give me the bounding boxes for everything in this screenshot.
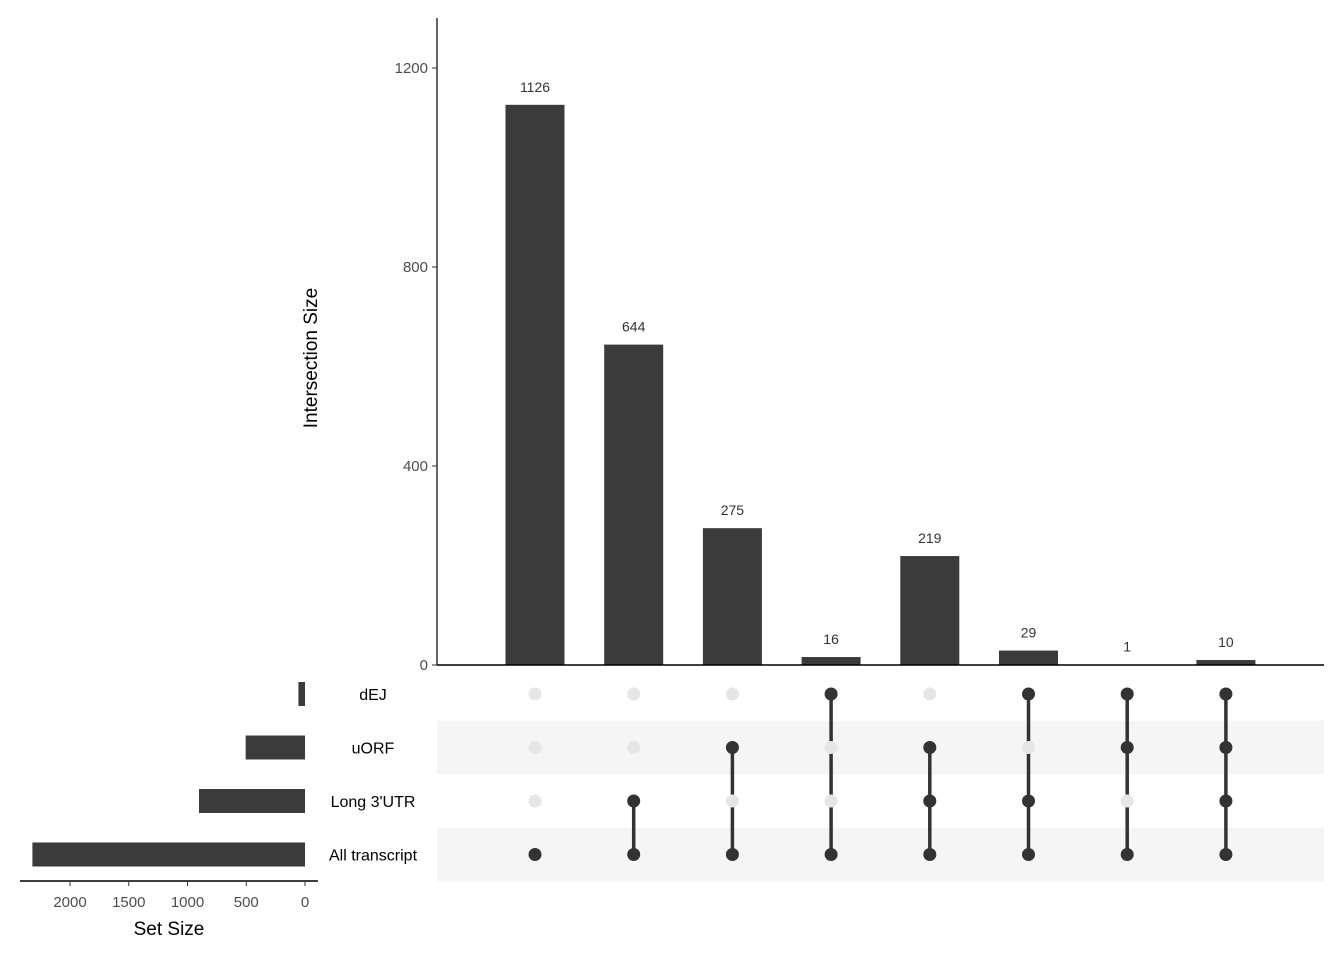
set-name-label: Long 3'UTR xyxy=(331,794,416,811)
membership-dot-active xyxy=(1121,688,1134,701)
bar-value-label: 644 xyxy=(622,319,646,335)
membership-dot-inactive xyxy=(529,741,542,754)
bar-value-label: 219 xyxy=(918,530,942,546)
set-axis-tick-label: 2000 xyxy=(53,894,86,911)
membership-dot-active xyxy=(627,795,640,808)
membership-dot-active xyxy=(1121,848,1134,861)
membership-dot-inactive xyxy=(726,795,739,808)
membership-dot-inactive xyxy=(1121,795,1134,808)
membership-dot-active xyxy=(1219,795,1232,808)
membership-dot-active xyxy=(1219,848,1232,861)
y-tick-label: 400 xyxy=(403,458,428,475)
membership-dot-active xyxy=(1022,848,1035,861)
intersection-bar xyxy=(703,528,762,665)
membership-dot-inactive xyxy=(627,688,640,701)
set-axis-label: Set Size xyxy=(134,919,205,940)
membership-dot-inactive xyxy=(1022,741,1035,754)
membership-dot-active xyxy=(1219,741,1232,754)
membership-dot-inactive xyxy=(825,741,838,754)
bar-value-label: 1 xyxy=(1123,639,1131,655)
intersection-bar xyxy=(999,651,1058,665)
set-axis-tick-label: 1000 xyxy=(171,894,204,911)
membership-dot-inactive xyxy=(627,741,640,754)
bar-value-label: 29 xyxy=(1021,625,1037,641)
membership-dot-active xyxy=(923,795,936,808)
set-name-label: uORF xyxy=(352,741,395,758)
bar-value-label: 1126 xyxy=(520,79,550,95)
membership-dot-inactive xyxy=(529,688,542,701)
matrix-stripe xyxy=(437,721,1324,775)
set-size-bars: dEJ uORF Long 3'UTR All transcript 2000 1500 1… xyxy=(20,682,418,911)
matrix-stripes xyxy=(437,721,1324,882)
intersection-bars: 1126 644 275 16 219 29 1 10 xyxy=(506,79,1256,665)
bar-value-label: 10 xyxy=(1218,634,1234,650)
membership-dot-active xyxy=(529,848,542,861)
membership-dot-active xyxy=(825,688,838,701)
intersection-axis-label: Intersection Size xyxy=(301,288,322,428)
set-name-label: dEJ xyxy=(359,687,387,704)
set-size-bar xyxy=(199,789,305,813)
membership-dot-active xyxy=(923,848,936,861)
membership-dot-active xyxy=(726,848,739,861)
y-tick-label: 1200 xyxy=(395,60,428,77)
intersection-bar xyxy=(604,345,663,665)
membership-dot-active xyxy=(1022,795,1035,808)
set-size-bar xyxy=(246,736,305,760)
y-tick-label: 800 xyxy=(403,259,428,276)
intersection-bar xyxy=(506,105,565,665)
intersection-bar xyxy=(802,657,861,665)
membership-dot-active xyxy=(1219,688,1232,701)
bar-value-label: 16 xyxy=(823,631,839,647)
membership-dot-inactive xyxy=(529,795,542,808)
membership-dot-active xyxy=(1022,688,1035,701)
set-size-bar xyxy=(32,843,305,867)
matrix-stripe xyxy=(437,828,1324,882)
membership-dot-active xyxy=(627,848,640,861)
membership-dot-inactive xyxy=(726,688,739,701)
set-axis-tick-label: 0 xyxy=(301,894,309,911)
membership-dot-active xyxy=(726,741,739,754)
set-size-bar xyxy=(298,682,305,706)
membership-dot-active xyxy=(825,848,838,861)
bar-value-label: 275 xyxy=(721,502,745,518)
membership-dot-inactive xyxy=(923,688,936,701)
set-name-label: All transcript xyxy=(329,848,418,865)
intersection-bar xyxy=(900,556,959,665)
set-axis-tick-label: 1500 xyxy=(112,894,145,911)
membership-dot-inactive xyxy=(825,795,838,808)
membership-dot-active xyxy=(1121,741,1134,754)
set-axis-tick-label: 500 xyxy=(234,894,259,911)
y-tick-label: 0 xyxy=(420,657,428,674)
membership-dot-active xyxy=(923,741,936,754)
